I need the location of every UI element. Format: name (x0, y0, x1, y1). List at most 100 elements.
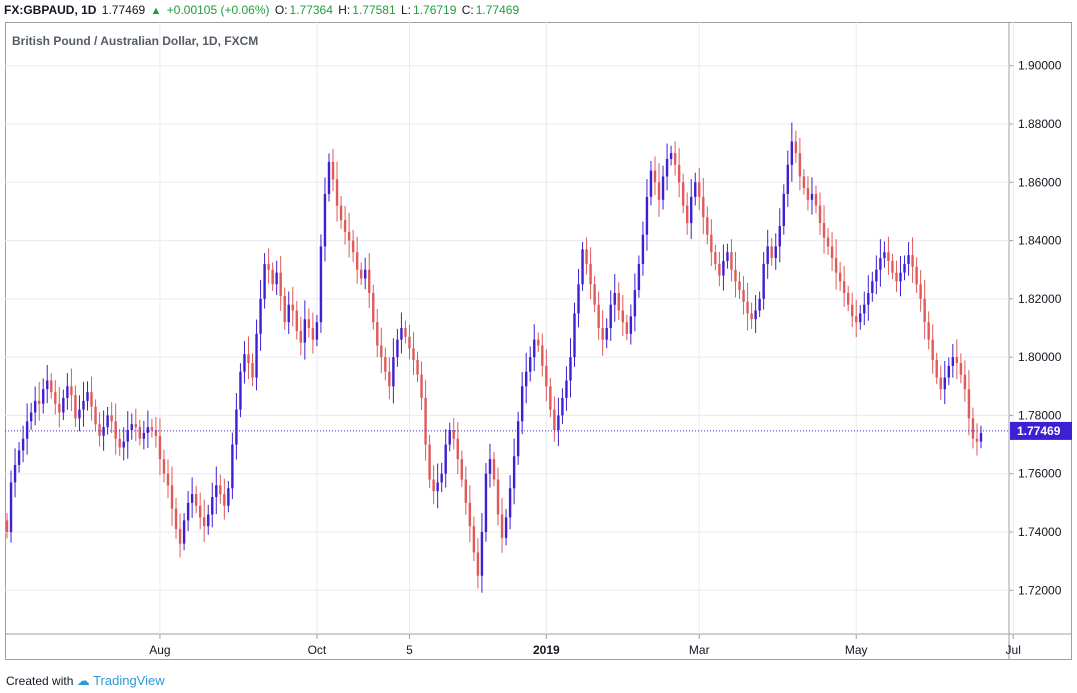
candle-body (887, 252, 890, 261)
tradingview-logo-icon[interactable]: ☁ TradingView (76, 673, 165, 688)
candle-body (710, 234, 713, 253)
y-tick-label: 1.80000 (1018, 350, 1062, 364)
x-tick-label: 2019 (533, 643, 560, 657)
candle-body (138, 427, 142, 439)
candle-body (955, 357, 959, 363)
candle-body (126, 430, 129, 442)
candle-body (573, 313, 576, 358)
candle-body (82, 400, 85, 410)
candle-body (524, 371, 528, 387)
candle-body (384, 357, 387, 372)
created-with-label: Created with (6, 674, 77, 688)
candle-body (420, 374, 423, 398)
candle-body (750, 313, 753, 320)
candle-body (718, 263, 721, 276)
symbol-header: FX:GBPAUD, 1D 1.77469 ▲ +0.00105 (+0.06%… (4, 3, 521, 19)
candle-body (589, 263, 592, 285)
candle-body (569, 357, 572, 381)
candle-body (404, 328, 407, 337)
candle-body (778, 226, 781, 247)
candle-body (637, 263, 641, 291)
candle-body (931, 339, 934, 361)
candle-body (279, 272, 282, 296)
candle-body (295, 310, 298, 331)
symbol-label[interactable]: FX:GBPAUD, 1D (4, 3, 97, 17)
candle-body (895, 272, 898, 282)
candle-body (392, 357, 395, 387)
candle-body (146, 427, 150, 433)
candle-body (673, 153, 677, 165)
x-tick-label: May (845, 643, 868, 657)
candle-body (963, 374, 967, 390)
price-chart[interactable]: 1.90000 1.88000 1.86000 1.84000 1.82000 1.800… (5, 22, 1072, 660)
candle-body (786, 164, 790, 194)
low-label: L: (401, 3, 412, 17)
x-tick-label: 5 (406, 643, 413, 657)
candle-body (219, 485, 222, 495)
y-tick-label: 1.90000 (1018, 59, 1062, 73)
candle-body (516, 421, 520, 457)
candle-body (641, 234, 645, 264)
candle-body (54, 392, 57, 404)
last-price-badge (1010, 421, 1072, 440)
candle-body (645, 196, 649, 235)
candle-body (190, 494, 194, 503)
candle-body (826, 237, 830, 247)
candle-body (851, 304, 854, 317)
candle-body (311, 328, 315, 340)
candle-body (842, 281, 846, 294)
candle-body (762, 263, 765, 299)
candle-body (174, 508, 178, 530)
candle-body (114, 421, 117, 439)
open-value: 1.77364 (289, 3, 333, 17)
candle-body (533, 339, 536, 358)
candle-body (549, 386, 552, 410)
candle-body (726, 252, 729, 261)
y-tick-label: 1.82000 (1018, 292, 1062, 306)
candle-body (388, 371, 391, 387)
candle-body (613, 293, 616, 305)
candle-body (790, 141, 794, 165)
candle-body (681, 182, 685, 206)
candle-body (215, 485, 218, 498)
candle-body (935, 360, 938, 378)
candle-body (376, 322, 379, 346)
candle-body (267, 263, 270, 270)
y-tick-label: 1.76000 (1018, 467, 1062, 481)
chart-title: British Pound / Australian Dollar, 1D, F… (12, 34, 259, 48)
candle-body (975, 438, 979, 442)
candle-body (734, 269, 737, 282)
footer-credit: Created with ☁ TradingView (6, 673, 165, 689)
candle-body (170, 485, 174, 509)
x-tick-label: Aug (149, 643, 170, 657)
candle-body (74, 395, 77, 419)
chart-frame (5, 22, 1072, 660)
candle-body (416, 360, 419, 375)
candle-body (959, 362, 963, 375)
candle-body (875, 269, 878, 282)
candle-body (355, 252, 359, 270)
candle-body (211, 497, 214, 515)
candle-body (561, 397, 564, 416)
candle-body (565, 380, 568, 398)
candle-body (424, 397, 427, 445)
candle-body (106, 415, 109, 428)
y-tick-label: 1.84000 (1018, 234, 1062, 248)
candle-body (319, 246, 323, 323)
candle-body (235, 409, 238, 445)
candle-body (299, 330, 303, 343)
candle-body (633, 290, 637, 317)
last-price-label: 1.77469 (1017, 424, 1061, 438)
candle-body (118, 438, 121, 448)
candle-body (130, 424, 133, 430)
candle-body (150, 427, 154, 430)
candle-body (927, 322, 930, 340)
candle-body (665, 158, 669, 177)
candle-body (46, 380, 49, 390)
candle-body (484, 473, 488, 532)
candle-body (661, 176, 665, 200)
candle-body (738, 281, 741, 291)
candle-body (432, 479, 435, 492)
candle-body (500, 514, 504, 538)
up-triangle-icon: ▲ (150, 5, 162, 17)
